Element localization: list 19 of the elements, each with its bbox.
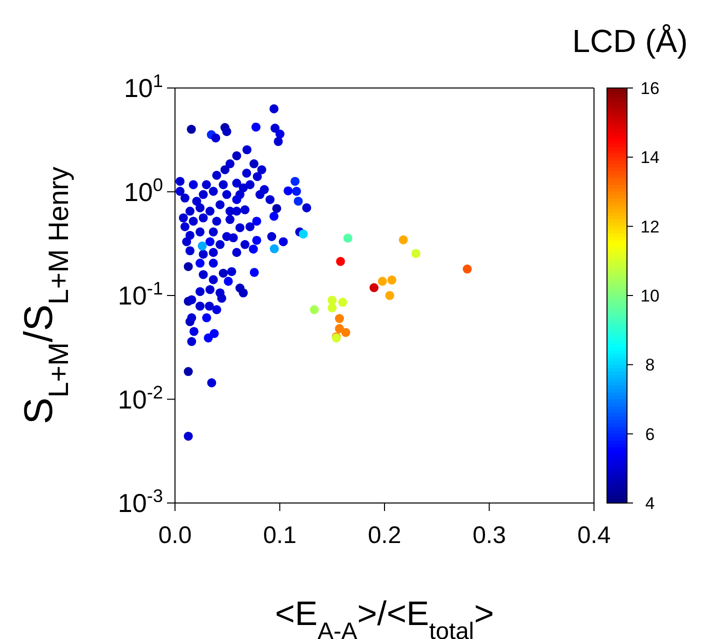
color-bar-title: LCD (Å) — [572, 23, 688, 59]
x-tick-label: 0.2 — [368, 522, 402, 549]
x-axis-title: <E$_{A-A}$>/<E$_{total}$> — [275, 595, 494, 639]
x-tick-label: 0.3 — [472, 522, 506, 549]
color-bar-label: 14 — [640, 148, 660, 168]
y-tick-label: 10$^{-2}$ — [118, 382, 163, 414]
y-tick-label: 10$^{-1}$ — [118, 278, 163, 310]
color-bar-label: 16 — [640, 79, 660, 98]
color-bar-label: 6 — [645, 424, 655, 444]
x-tick-label: 0.1 — [263, 522, 296, 549]
x-tick-label: 0.4 — [577, 522, 611, 549]
color-bar-label: 4 — [645, 494, 655, 513]
y-tick-label: 10$^{-3}$ — [118, 486, 163, 518]
x-tick-label: 0.0 — [158, 522, 192, 549]
y-tick-label: 10$^{1}$ — [124, 71, 163, 103]
color-bar-label: 10 — [640, 286, 660, 306]
color-bar-label: 12 — [640, 217, 660, 236]
color-bar-label: 8 — [645, 356, 655, 375]
y-tick-label: 10$^{0}$ — [124, 174, 163, 207]
